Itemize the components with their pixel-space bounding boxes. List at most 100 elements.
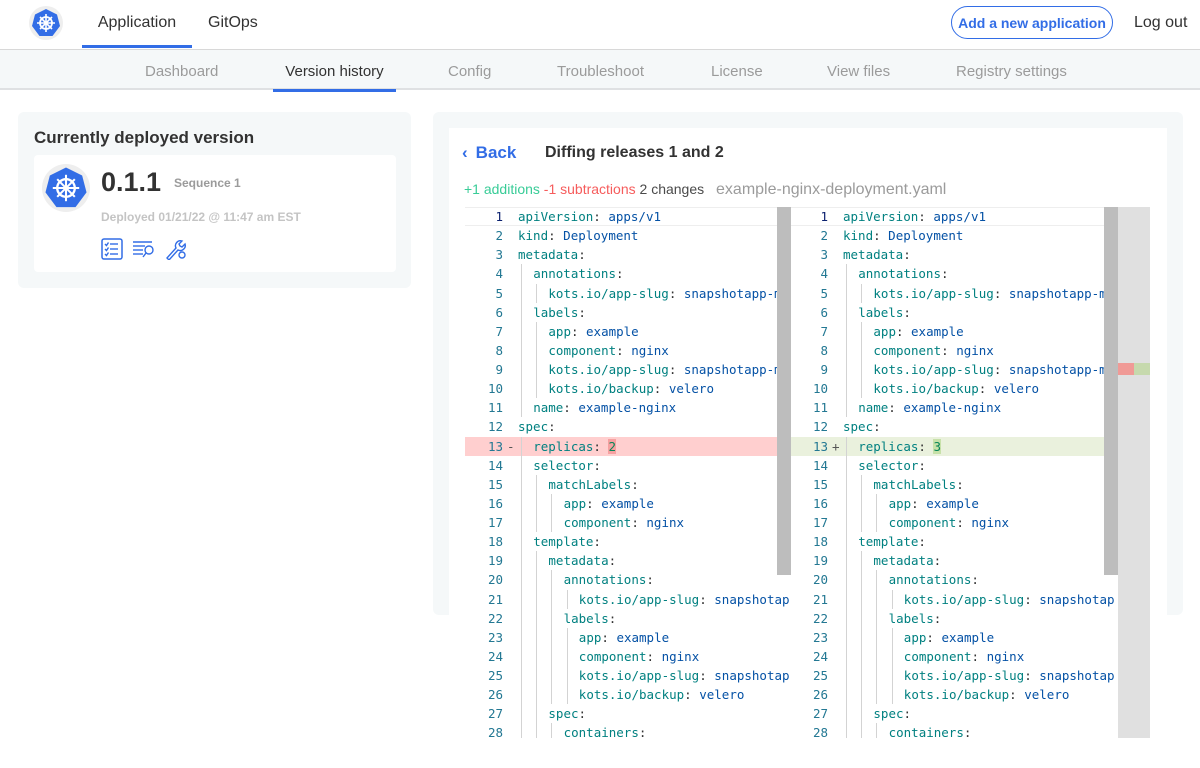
yaml-key: replicas [533, 438, 594, 454]
ruler-insertion-marker [1134, 363, 1150, 375]
colon: : [646, 572, 654, 588]
colon: : [578, 247, 586, 263]
add-application-button[interactable]: Add a new application [951, 6, 1113, 39]
yaml-key: spec [548, 706, 579, 722]
indent-guide [846, 474, 847, 494]
tab-registry-settings[interactable]: Registry settings [956, 63, 1067, 80]
colon: : [548, 419, 556, 435]
modified-scrollbar[interactable] [1104, 207, 1118, 575]
code-text: spec: [843, 417, 1118, 436]
line-number: 28 [487, 725, 503, 738]
indent-guide [521, 398, 522, 418]
nav-tab-application[interactable]: Application [82, 14, 192, 48]
code-line: 6 labels: [790, 302, 1118, 322]
indent-guide [536, 379, 538, 399]
indent-guide [846, 570, 847, 590]
indent-guide [891, 627, 893, 647]
line-number: 26 [812, 687, 828, 703]
colon: : [653, 381, 662, 397]
colon: : [668, 362, 677, 377]
indent-guide [861, 551, 863, 571]
indent-guide [536, 685, 538, 705]
indent-guide [861, 340, 863, 360]
indent-guide [846, 627, 847, 647]
code-line: 23 app: example [790, 627, 1118, 647]
indent-guide [861, 589, 863, 609]
indent-guide [861, 627, 863, 647]
code-text: kots.io/app-slug: snapshotapp-mu [873, 284, 1118, 303]
ruler-removal-marker [1118, 363, 1134, 375]
tab-troubleshoot[interactable]: Troubleshoot [557, 63, 644, 80]
code-text: spec: [518, 417, 790, 436]
yaml-key: app [548, 323, 571, 339]
yaml-value: nginx [631, 342, 669, 358]
kubernetes-helm-icon [45, 167, 87, 208]
code-text: containers: [889, 723, 1118, 738]
yaml-key: component [563, 515, 632, 530]
colon: : [601, 629, 609, 645]
indent-guide [536, 474, 538, 494]
logout-link[interactable]: Log out [1134, 14, 1188, 31]
code-text: name: example-nginx [858, 398, 1118, 417]
indent-guide [521, 532, 522, 552]
code-line: 19 metadata: [790, 551, 1118, 571]
yaml-key: labels [563, 610, 609, 626]
additions-count: +1 additions [464, 181, 540, 197]
line-number: 20 [812, 572, 828, 588]
colon: : [616, 342, 624, 358]
colon: : [903, 304, 911, 320]
app-logo[interactable] [29, 6, 63, 40]
tab-license[interactable]: License [711, 63, 763, 80]
yaml-key: app [578, 629, 602, 645]
line-number: 21 [487, 591, 503, 607]
nav-tab-gitops[interactable]: GitOps [208, 14, 258, 31]
code-text: kots.io/app-slug: snapshotap [579, 590, 790, 609]
indent-guide [521, 666, 522, 686]
logs-search-icon[interactable] [132, 238, 156, 260]
line-number: 10 [812, 381, 828, 397]
colon: : [940, 266, 949, 282]
line-number: 3 [495, 247, 503, 263]
wrench-gear-icon[interactable] [165, 238, 187, 260]
original-editor[interactable]: 1 apiVersion: apps/v1 2 kind: Deployment 3 me… [465, 207, 790, 738]
code-line: 13- replicas: 2 [465, 436, 790, 456]
tab-config[interactable]: Config [448, 63, 492, 80]
yaml-value: nginx [661, 648, 700, 664]
code-text: kots.io/app-slug: snapshotap [904, 590, 1118, 609]
colon: : [873, 228, 881, 244]
indent-guide [846, 379, 847, 399]
line-number: 26 [487, 687, 503, 703]
code-text: app: example [873, 322, 1118, 341]
tab-dashboard[interactable]: Dashboard [145, 63, 219, 80]
code-text: kots.io/app-slug: snapshotapp-mu [873, 360, 1118, 379]
indent-guide [861, 379, 863, 399]
code-text: app: example [904, 628, 1118, 647]
back-button[interactable]: ‹ Back [462, 143, 516, 163]
indent-guide [551, 685, 553, 705]
tab-view-files[interactable]: View files [827, 63, 891, 80]
line-number: 1 [495, 209, 503, 224]
yaml-value: example-nginx [903, 400, 1002, 416]
tab-version-history[interactable]: Version history [273, 63, 396, 92]
colon: : [903, 706, 912, 722]
indent-guide [521, 283, 522, 303]
indent-guide [536, 340, 538, 360]
removed-marker: - [507, 438, 515, 454]
modified-editor[interactable]: 1 apiVersion: apps/v1 2 kind: Deployment 3 me… [790, 207, 1118, 738]
code-text: app: example [889, 494, 1118, 513]
line-number: 8 [820, 342, 828, 358]
code-line: 12 spec: [790, 417, 1118, 436]
line-number: 25 [812, 668, 828, 683]
code-line: 5 kots.io/app-slug: snapshotapp-mu [465, 283, 790, 303]
yaml-value: example [586, 323, 639, 339]
indent-guide [551, 570, 553, 590]
line-number: 18 [487, 534, 503, 550]
original-scrollbar[interactable] [777, 207, 791, 575]
indent-guide [846, 493, 847, 513]
yaml-key: kind [518, 228, 549, 244]
indent-guide [536, 723, 538, 738]
checklist-icon[interactable] [101, 238, 123, 260]
code-line: 8 component: nginx [465, 340, 790, 360]
line-number: 18 [812, 534, 828, 550]
code-text: app: example [564, 494, 790, 513]
